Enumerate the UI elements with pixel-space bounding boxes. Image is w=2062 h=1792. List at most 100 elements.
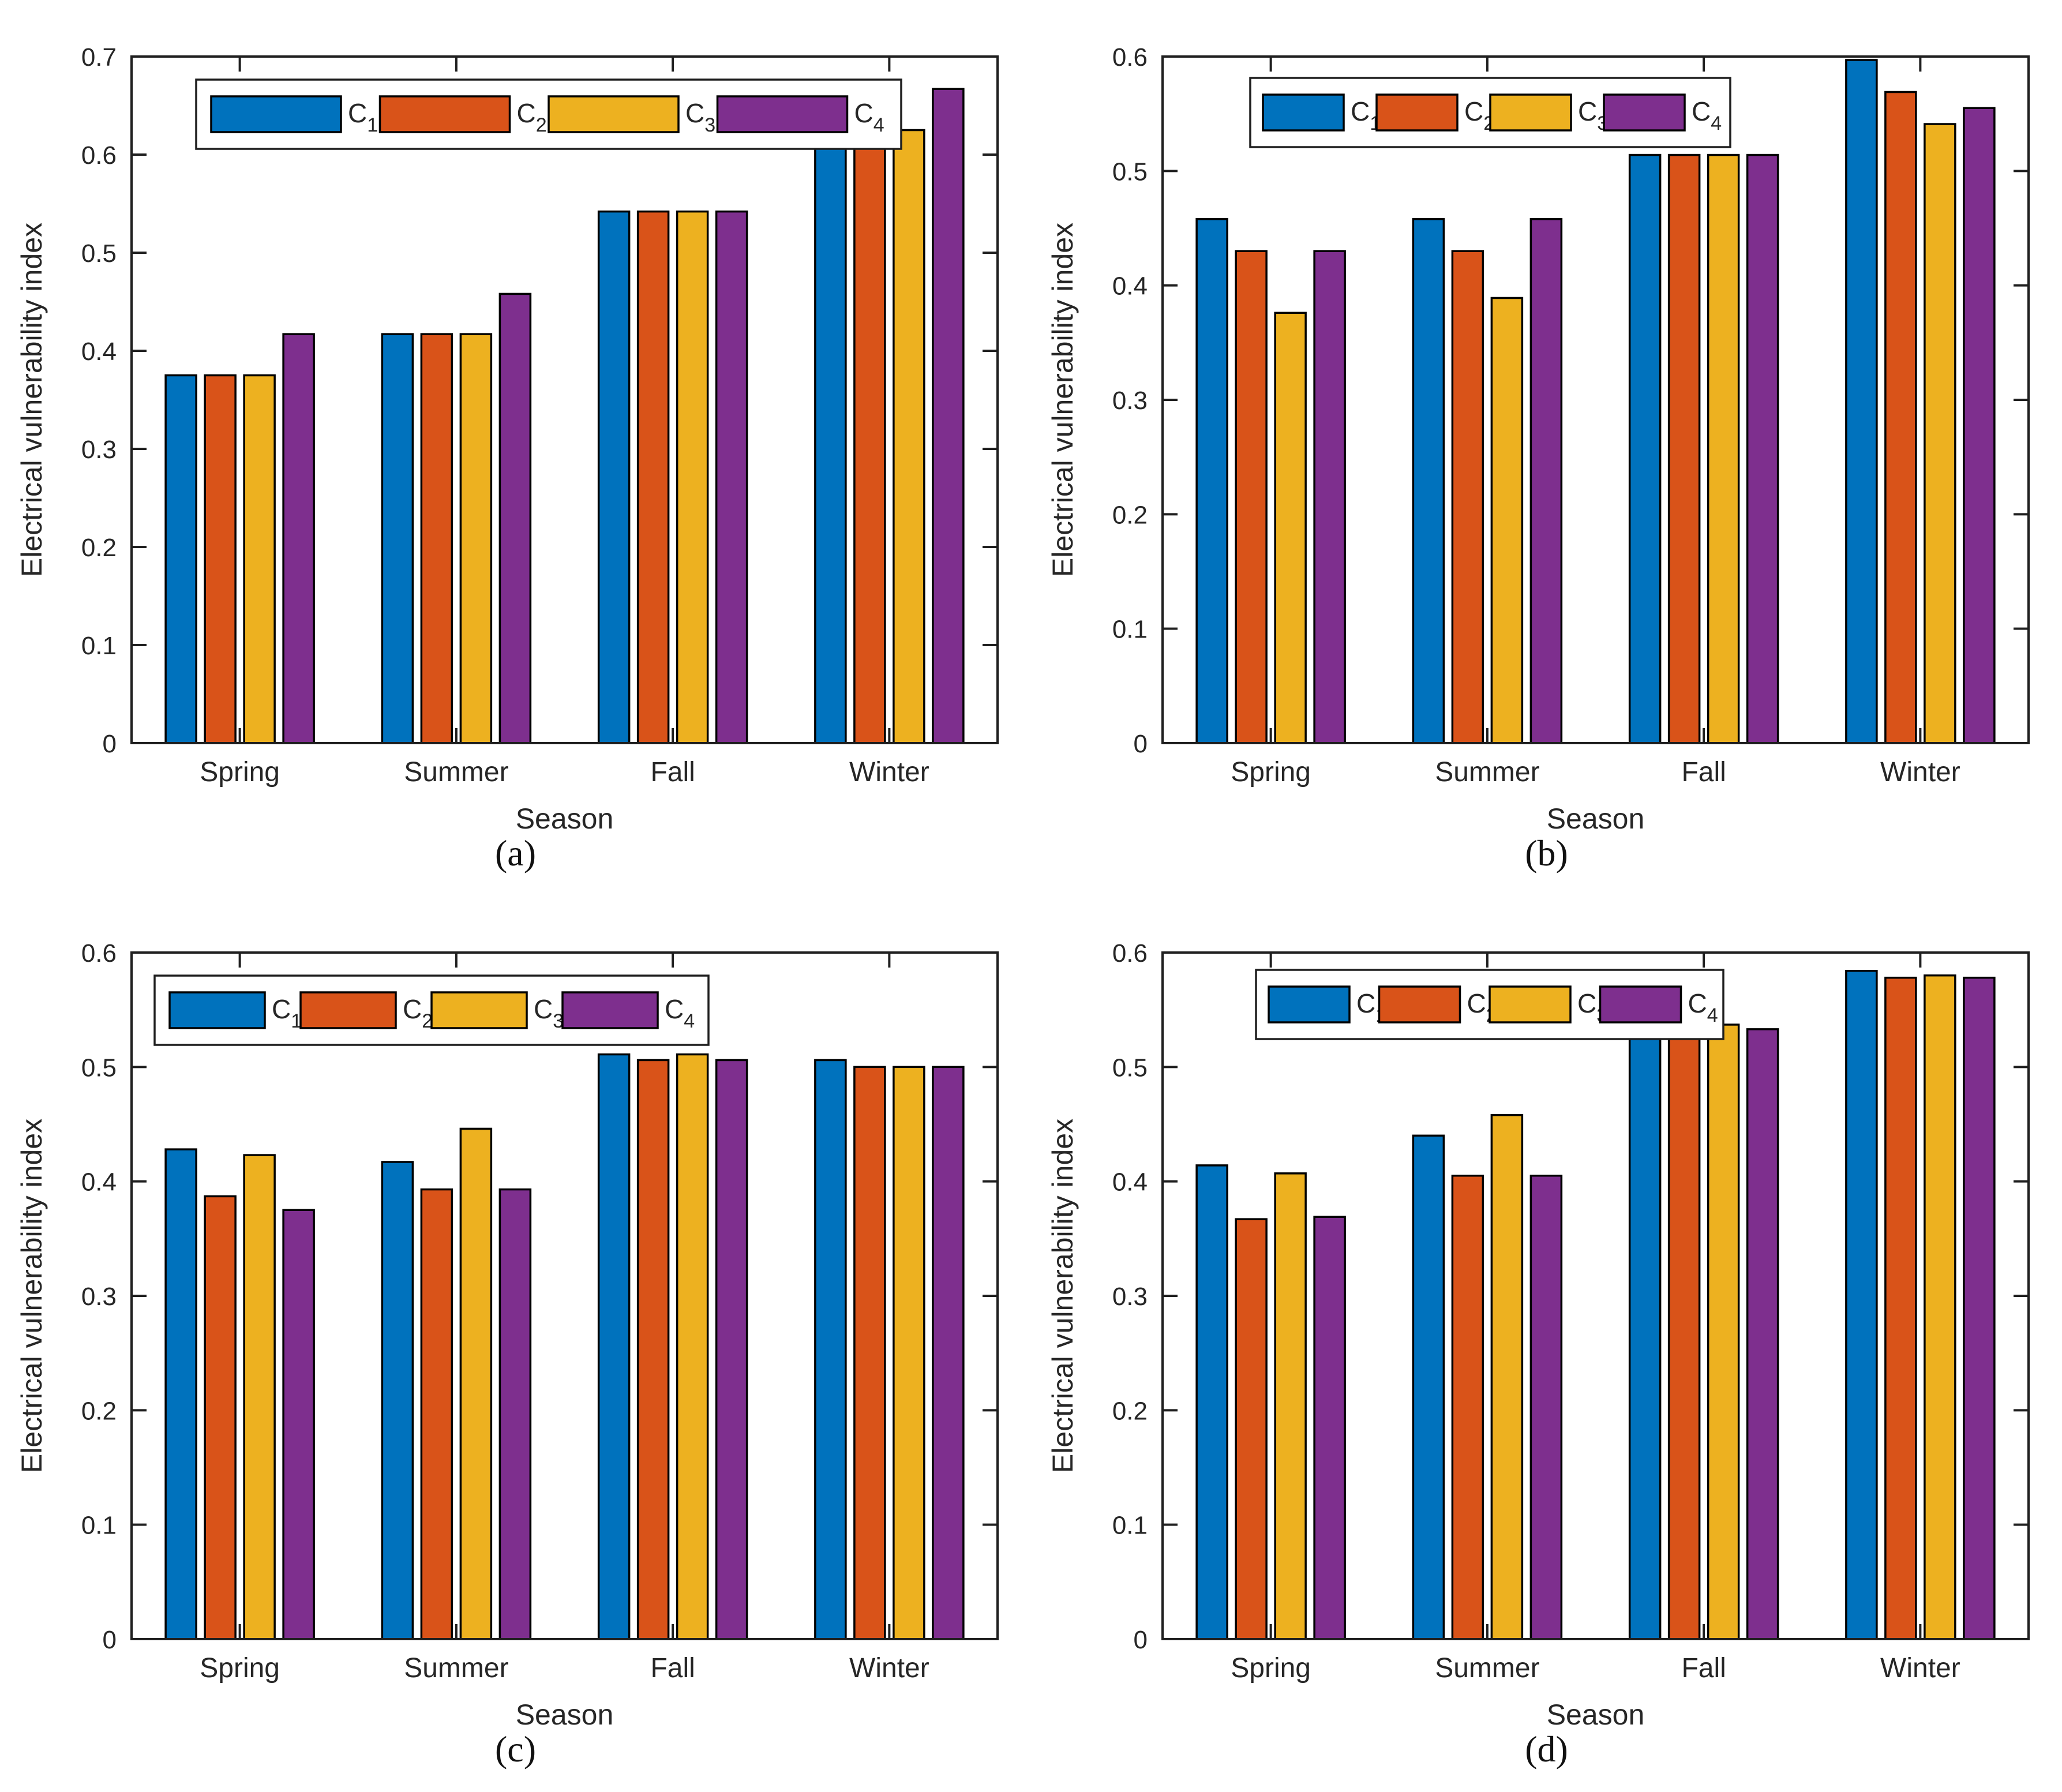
- y-tick-label: 0.6: [81, 939, 117, 968]
- y-tick-label: 0.3: [81, 1283, 117, 1311]
- bar-c-fall-c4: [715, 1059, 748, 1640]
- y-tick-label: 0.3: [81, 436, 117, 464]
- bar-d-winter-c4: [1963, 976, 1996, 1640]
- y-tick-label: 0.5: [1112, 158, 1148, 186]
- bar-b-winter-c3: [1924, 123, 1956, 744]
- bar-b-winter-c2: [1884, 91, 1917, 744]
- y-tick-label: 0.3: [1112, 387, 1148, 415]
- bar-b-winter-c1: [1845, 59, 1878, 744]
- bar-c-summer-c3: [459, 1127, 493, 1640]
- bar-a-fall-c2: [636, 210, 670, 744]
- bar-a-spring-c3: [243, 374, 276, 744]
- y-tick-label: 0.7: [81, 43, 117, 72]
- bar-c-spring-c4: [282, 1209, 315, 1640]
- y-tick-label: 0.1: [81, 1512, 117, 1540]
- caption-c: (c): [494, 1729, 537, 1769]
- x-tick-label-spring: Spring: [1231, 1653, 1311, 1684]
- y-tick-label: 0.6: [1112, 939, 1148, 968]
- bar-c-winter-c2: [853, 1066, 886, 1640]
- x-tick-label-winter: Winter: [849, 1653, 929, 1684]
- bar-d-winter-c2: [1884, 976, 1917, 1640]
- bar-d-fall-c4: [1746, 1028, 1779, 1640]
- y-tick-label: 0.2: [1112, 1397, 1148, 1425]
- legend-swatch-c2: [299, 991, 397, 1029]
- legend-swatch-c2: [1375, 93, 1459, 132]
- bar-a-summer-c3: [459, 333, 493, 744]
- chart-panel-d: 0 0.1 0.2 0.3 0.4 0.5 0.6 Spring Summer Fall Winte…: [1031, 896, 2062, 1792]
- legend-swatch-c3: [548, 95, 680, 133]
- bar-a-summer-c1: [381, 333, 414, 744]
- axis-box: [130, 55, 999, 744]
- y-tick-label: 0.5: [81, 1054, 117, 1082]
- legend-swatch-c3: [1489, 93, 1572, 132]
- y-axis-label: Electrical vulnerability index: [16, 223, 48, 577]
- y-tick-label: 0: [1134, 730, 1148, 758]
- y-tick-label: 0.6: [1112, 43, 1148, 72]
- bar-a-spring-c1: [164, 374, 197, 744]
- bar-c-fall-c3: [676, 1053, 709, 1640]
- x-tick-label-summer: Summer: [1435, 1653, 1539, 1684]
- bar-b-summer-c3: [1490, 297, 1524, 744]
- bar-b-spring-c3: [1274, 312, 1307, 744]
- bar-c-winter-c4: [932, 1066, 965, 1640]
- y-tick-label: 0.5: [81, 239, 117, 268]
- bar-c-summer-c2: [420, 1188, 453, 1640]
- bar-a-fall-c3: [676, 210, 709, 744]
- x-tick-label-fall: Fall: [1681, 1653, 1726, 1684]
- bar-a-summer-c2: [420, 333, 453, 744]
- x-axis-label: Season: [516, 803, 614, 835]
- x-tick-label-summer: Summer: [404, 1653, 508, 1684]
- bar-c-spring-c3: [243, 1154, 276, 1640]
- bar-b-summer-c2: [1451, 250, 1484, 744]
- bar-a-spring-c2: [204, 374, 237, 744]
- caption-a: (a): [494, 833, 537, 873]
- x-tick-label-summer: Summer: [404, 757, 508, 788]
- bar-c-fall-c2: [636, 1059, 670, 1640]
- y-tick-label: 0: [1134, 1626, 1148, 1654]
- legend-swatch-c3: [1489, 985, 1572, 1024]
- bar-a-fall-c4: [715, 210, 748, 744]
- bar-d-fall-c3: [1707, 1024, 1740, 1640]
- legend-swatch-c3: [430, 991, 528, 1029]
- bar-a-summer-c4: [498, 293, 532, 744]
- x-tick-label-spring: Spring: [200, 757, 280, 788]
- bar-d-winter-c3: [1924, 974, 1956, 1640]
- bar-d-fall-c1: [1628, 1018, 1662, 1640]
- x-tick-label-winter: Winter: [1880, 757, 1960, 788]
- bar-chart-b: 0 0.1 0.2 0.3 0.4 0.5 0.6 Spring Summer Fall Winte…: [1047, 43, 2030, 835]
- bar-a-spring-c4: [282, 333, 315, 744]
- bar-b-summer-c1: [1412, 218, 1445, 744]
- x-tick-label-winter: Winter: [849, 757, 929, 788]
- bar-c-fall-c1: [597, 1053, 631, 1640]
- y-tick-label: 0.4: [81, 338, 117, 366]
- bar-b-summer-c4: [1529, 218, 1563, 744]
- bar-c-winter-c1: [814, 1059, 847, 1640]
- y-axis-label: Electrical vulnerability index: [16, 1119, 48, 1473]
- caption-b: (b): [1525, 833, 1568, 873]
- bar-d-winter-c1: [1845, 969, 1878, 1640]
- y-tick-label: 0.2: [1112, 501, 1148, 529]
- y-tick-label: 0.1: [81, 632, 117, 660]
- y-axis-label: Electrical vulnerability index: [1047, 1119, 1079, 1473]
- x-tick-label-fall: Fall: [1681, 757, 1726, 788]
- legend-swatch-c4: [561, 991, 659, 1029]
- bar-b-winter-c4: [1963, 107, 1996, 744]
- bar-a-winter-c1: [814, 88, 847, 744]
- bar-d-spring-c3: [1274, 1172, 1307, 1640]
- bar-d-spring-c2: [1235, 1218, 1268, 1640]
- y-tick-label: 0.2: [81, 534, 117, 562]
- chart-panel-a: 0 0.1 0.2 0.3 0.4 0.5 0.6 0.7 Spring Summer Fall Wi…: [0, 0, 1031, 896]
- y-tick-label: 0.5: [1112, 1054, 1148, 1082]
- y-tick-label: 0.4: [1112, 272, 1148, 301]
- y-axis-label: Electrical vulnerability index: [1047, 223, 1079, 577]
- x-tick-label-summer: Summer: [1435, 757, 1539, 788]
- bar-d-summer-c4: [1529, 1175, 1563, 1640]
- bar-d-summer-c2: [1451, 1175, 1484, 1640]
- y-tick-label: 0.1: [1112, 616, 1148, 644]
- bar-b-fall-c3: [1707, 153, 1740, 744]
- legend-swatch-c1: [168, 991, 266, 1029]
- bar-d-summer-c1: [1412, 1134, 1445, 1640]
- bar-b-spring-c4: [1313, 250, 1346, 744]
- bar-chart-d: 0 0.1 0.2 0.3 0.4 0.5 0.6 Spring Summer Fall Winte…: [1047, 939, 2030, 1731]
- y-tick-label: 0.4: [1112, 1168, 1148, 1197]
